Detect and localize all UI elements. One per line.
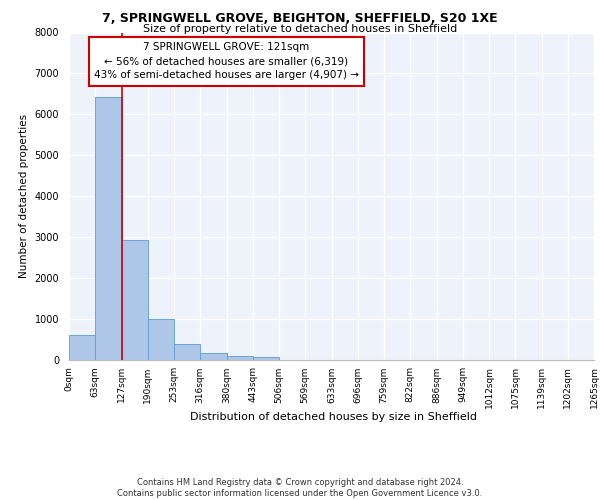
Text: 7 SPRINGWELL GROVE: 121sqm
← 56% of detached houses are smaller (6,319)
43% of s: 7 SPRINGWELL GROVE: 121sqm ← 56% of deta…: [94, 42, 359, 80]
Text: 7, SPRINGWELL GROVE, BEIGHTON, SHEFFIELD, S20 1XE: 7, SPRINGWELL GROVE, BEIGHTON, SHEFFIELD…: [102, 12, 498, 26]
Text: Distribution of detached houses by size in Sheffield: Distribution of detached houses by size …: [190, 412, 476, 422]
Bar: [69, 334, 95, 360]
Bar: [95, 97, 121, 360]
Text: Size of property relative to detached houses in Sheffield: Size of property relative to detached ho…: [143, 24, 457, 34]
Bar: [174, 344, 200, 360]
Bar: [121, 240, 148, 360]
Bar: [253, 357, 279, 360]
Text: Contains HM Land Registry data © Crown copyright and database right 2024.
Contai: Contains HM Land Registry data © Crown c…: [118, 478, 482, 498]
Bar: [227, 356, 253, 360]
Bar: [148, 318, 174, 360]
Y-axis label: Number of detached properties: Number of detached properties: [19, 114, 29, 278]
Bar: [200, 354, 227, 360]
